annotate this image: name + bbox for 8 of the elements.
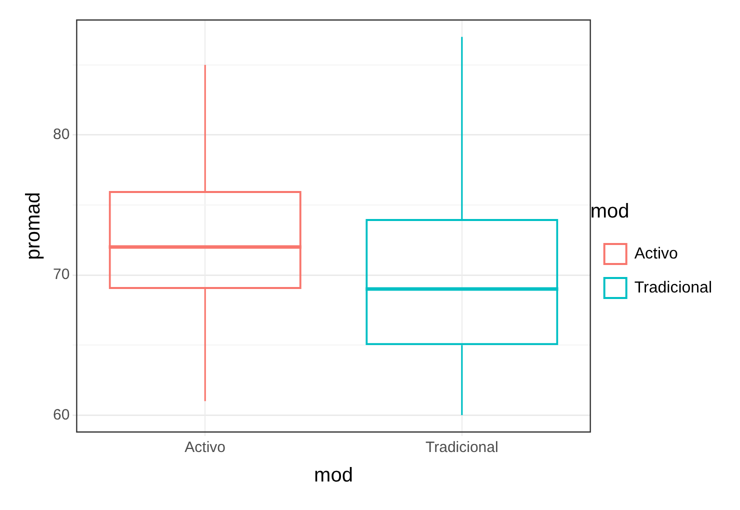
y-axis-title: promad	[22, 192, 45, 260]
legend-label: Activo	[634, 245, 678, 262]
y-tick-label: 60	[52, 406, 70, 424]
legend-title: mod	[590, 200, 630, 223]
legend-label: Tradicional	[634, 279, 712, 296]
y-tick-label: 80	[52, 126, 70, 144]
y-tick-label: 70	[52, 266, 70, 284]
x-axis-title: mod	[314, 464, 353, 487]
